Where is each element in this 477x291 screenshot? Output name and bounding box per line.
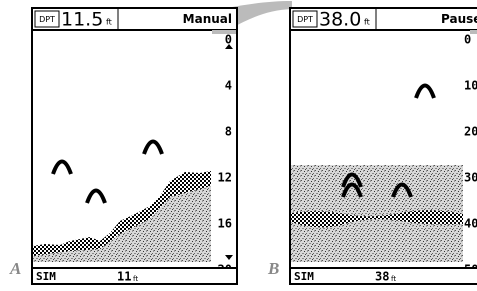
depth-reading: 11.5 xyxy=(61,9,103,31)
scale-label: 20 xyxy=(464,125,477,139)
depth-unit: ft xyxy=(106,18,112,27)
scale-label: 40 xyxy=(464,217,477,231)
scale-label: 12 xyxy=(218,171,232,185)
figure-label: A xyxy=(9,259,21,278)
status-label: SIM xyxy=(36,270,56,283)
scale-label: 8 xyxy=(225,125,232,139)
depth-reading: 38.0 xyxy=(319,9,361,31)
scale-label: 0 xyxy=(464,33,471,47)
bottom-unit: ft xyxy=(133,275,138,283)
scale-label: 10 xyxy=(464,79,477,93)
status-label: SIM xyxy=(294,270,314,283)
mode-label: Paused xyxy=(441,12,477,26)
bottom-depth: 11 xyxy=(117,270,131,284)
scale-label: 4 xyxy=(225,79,232,93)
bottom-depth: 38 xyxy=(375,270,389,284)
depth-tag: DPT xyxy=(297,15,313,24)
scale-label: 16 xyxy=(218,217,232,231)
scale-label: 30 xyxy=(464,171,477,185)
scale-label: 0 xyxy=(225,33,232,47)
screenshot: DPT11.5ftManual048121620SIM11ftADPT38.0f… xyxy=(0,0,477,291)
figure-label: B xyxy=(267,259,279,278)
mode-label: Manual xyxy=(183,12,232,26)
depth-tag: DPT xyxy=(39,15,55,24)
depth-unit: ft xyxy=(364,18,370,27)
bottom-unit: ft xyxy=(391,275,396,283)
